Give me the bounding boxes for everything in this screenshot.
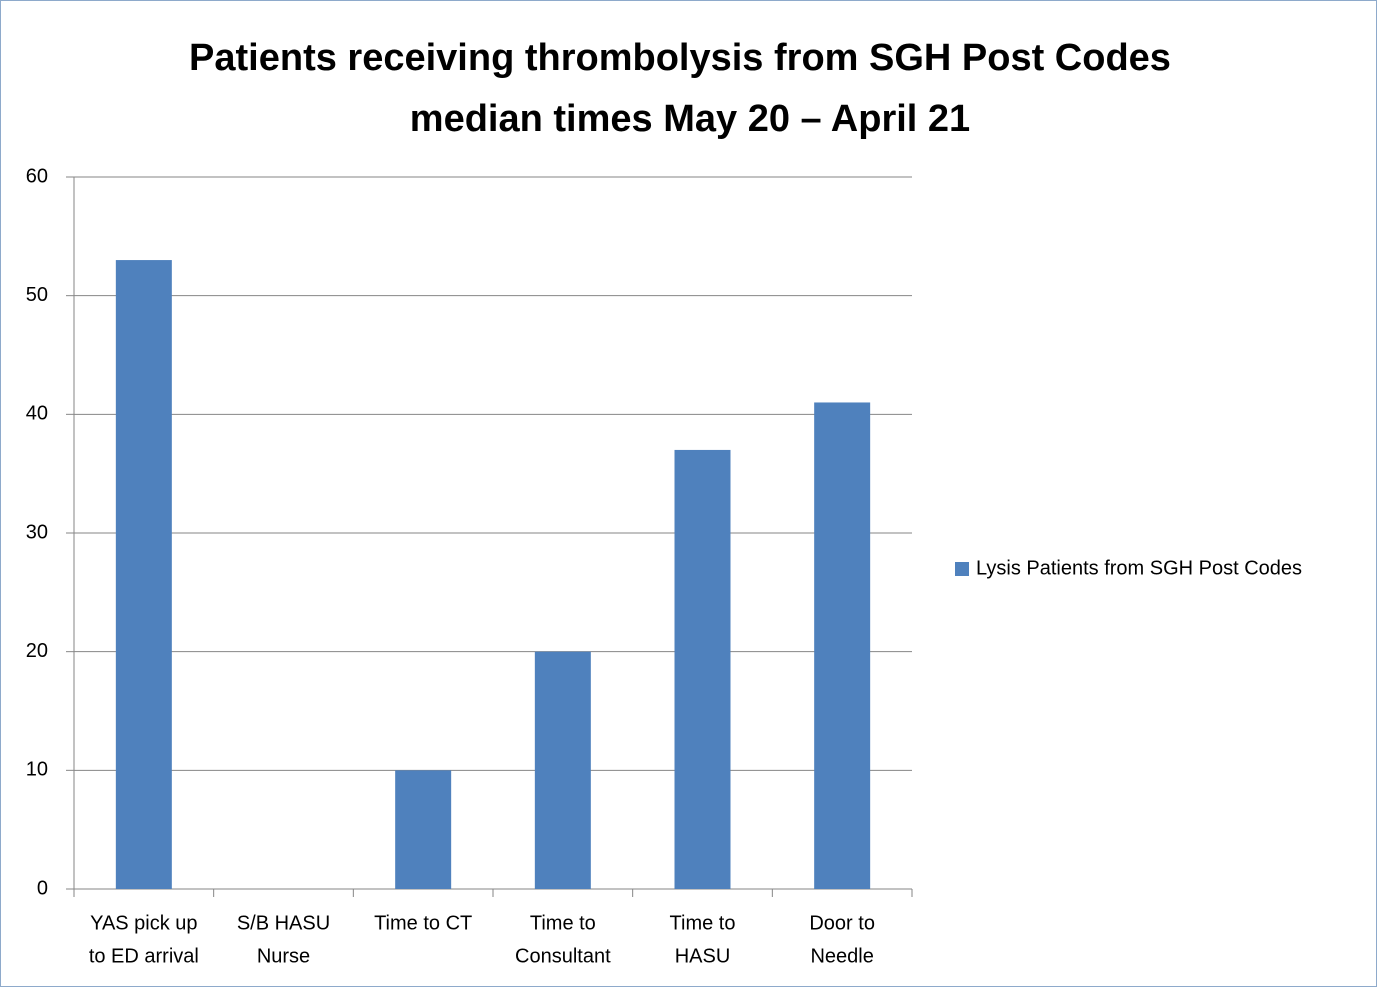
legend-label: Lysis Patients from SGH Post Codes <box>976 557 1302 579</box>
x-tick-label: Needle <box>810 945 873 967</box>
y-tick-label: 20 <box>26 640 48 662</box>
bar <box>814 402 871 889</box>
x-tick-label: Time to <box>670 912 736 934</box>
bar <box>674 449 731 889</box>
y-tick-label: 60 <box>26 165 48 187</box>
x-tick-label: to ED arrival <box>89 945 199 967</box>
x-tick-label: YAS pick up <box>90 912 197 934</box>
legend-swatch <box>955 562 969 576</box>
x-tick-label: Time to <box>530 912 596 934</box>
x-tick-label: HASU <box>675 945 731 967</box>
y-tick-label: 40 <box>26 403 48 425</box>
y-tick-label: 50 <box>26 284 48 306</box>
y-tick-label: 0 <box>37 877 48 899</box>
x-tick-label: Time to CT <box>374 912 472 934</box>
x-tick-label: Consultant <box>515 945 611 967</box>
x-tick-label: Door to <box>809 912 875 934</box>
x-tick-label: S/B HASU <box>237 912 330 934</box>
bar <box>534 651 591 889</box>
y-tick-label: 30 <box>26 521 48 543</box>
y-tick-label: 10 <box>26 759 48 781</box>
bar <box>115 260 172 890</box>
chart-title: median times May 20 – April 21 <box>410 98 970 140</box>
chart-title: Patients receiving thrombolysis from SGH… <box>189 37 1171 79</box>
x-tick-label: Nurse <box>257 945 310 967</box>
bar <box>395 770 452 889</box>
